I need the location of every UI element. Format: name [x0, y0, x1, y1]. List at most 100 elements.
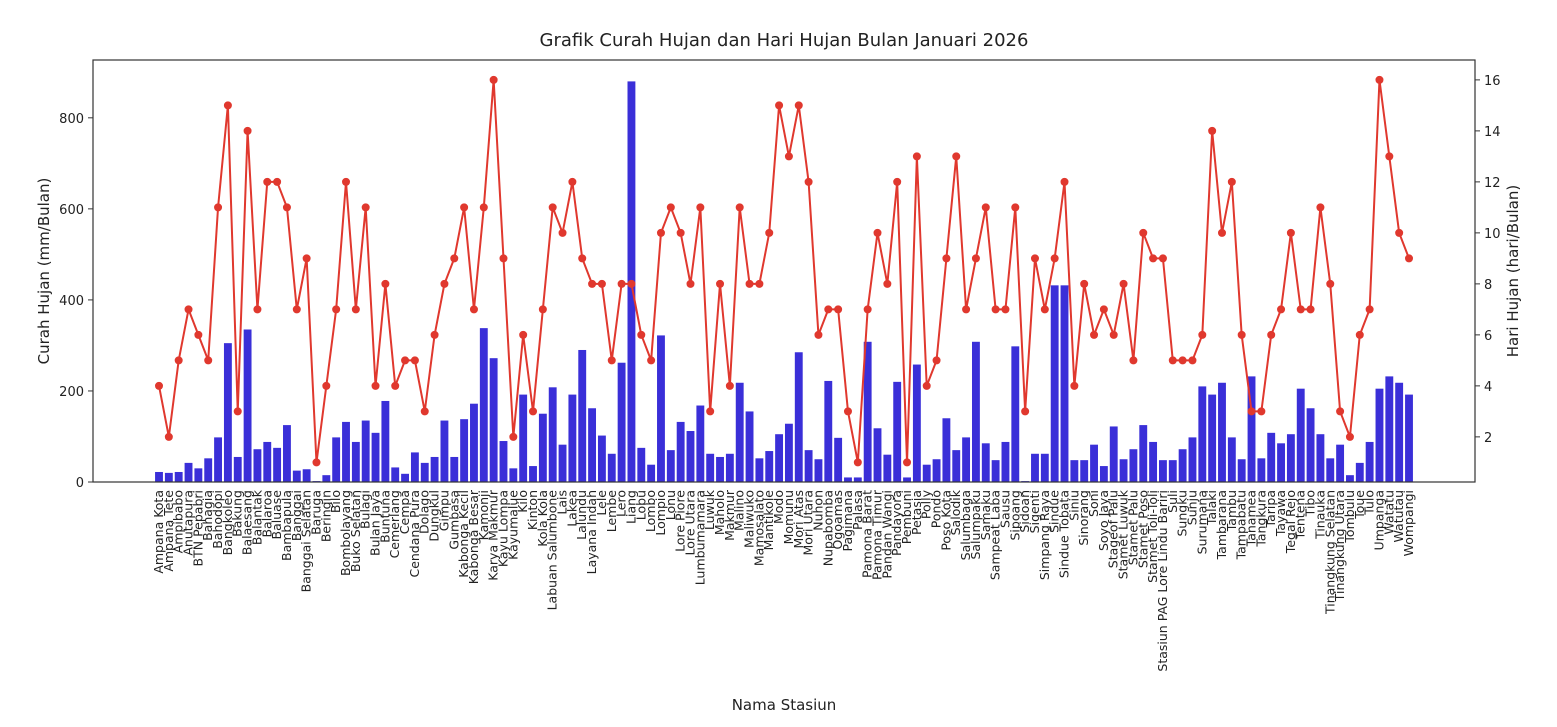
bar: [1188, 437, 1197, 482]
line-point: [745, 279, 754, 288]
x-tick-label: Siniu: [1066, 490, 1081, 521]
bar: [1159, 460, 1167, 482]
line-point: [1257, 407, 1266, 416]
bar: [214, 437, 222, 482]
x-tick-label: Tegal Rejo: [1283, 490, 1298, 554]
y2-tick-label: 14: [1484, 125, 1501, 140]
bar: [735, 382, 744, 482]
line-point: [568, 177, 577, 186]
line-point: [223, 101, 232, 110]
y-tick-label: 600: [59, 203, 84, 218]
bar: [450, 456, 459, 482]
x-tick-label: Salodik: [948, 489, 963, 535]
bar: [873, 428, 882, 482]
line-point: [794, 101, 803, 110]
x-tick-label: Tinangkung Selatan: [1322, 490, 1337, 615]
bar: [1129, 449, 1138, 482]
line-point: [1178, 356, 1187, 365]
y-tick-label: 200: [59, 385, 84, 400]
bar: [499, 441, 508, 482]
bar: [361, 420, 370, 482]
bar: [597, 435, 606, 482]
line-point: [637, 330, 646, 339]
x-tick-label: Pamona Timur: [870, 489, 885, 580]
x-tick-label: Layana Indah: [584, 490, 599, 574]
line-point: [479, 203, 488, 212]
x-tick-label: Kinton: [525, 490, 540, 530]
bar: [1326, 458, 1335, 482]
x-tick-label: Buntuna: [377, 490, 392, 543]
bar: [460, 419, 469, 482]
x-tick-label: Tentena: [1293, 490, 1308, 540]
x-tick-label: Stamet Toli-Toli: [1145, 490, 1160, 583]
bar: [529, 466, 537, 482]
bar: [174, 471, 183, 482]
y2-tick-label: 12: [1484, 176, 1501, 191]
bar: [381, 400, 390, 482]
bar: [233, 456, 242, 482]
bar: [784, 423, 793, 482]
bar: [194, 468, 203, 482]
x-tick-label: Pamona Barat: [860, 490, 875, 578]
y2-axis-label: Hari Hujan (hari/Bulan): [1504, 185, 1522, 357]
bar: [952, 450, 961, 482]
x-tick-label: Mori Atas: [791, 490, 806, 548]
line-point: [204, 356, 213, 365]
x-tick-label: Tayawa: [1273, 490, 1288, 537]
line-point: [617, 279, 626, 288]
line-point: [814, 330, 823, 339]
x-tick-label: Sampeat Laba: [988, 490, 1003, 580]
x-tick-label: Tibo: [1303, 490, 1318, 517]
x-tick-label: Banggai Selatan: [299, 490, 314, 592]
line-point: [725, 381, 734, 390]
line-point: [873, 228, 882, 237]
line-point: [1405, 254, 1413, 263]
line-point: [1188, 356, 1197, 365]
bar: [1237, 459, 1246, 482]
x-tick-label: Lumbumamara: [692, 490, 707, 585]
bar: [696, 405, 705, 482]
x-tick-label: Tampabatu: [1234, 490, 1249, 560]
line-point: [499, 254, 508, 263]
line-point: [1040, 305, 1049, 314]
x-tick-label: Bambapula: [279, 490, 294, 561]
y2-tick-label: 2: [1484, 431, 1492, 446]
x-tick-label: Kilo: [515, 490, 530, 513]
line-point: [932, 356, 941, 365]
bar: [676, 421, 685, 482]
line-point: [883, 279, 892, 288]
bar: [184, 462, 193, 482]
y2-tick-label: 8: [1484, 278, 1492, 293]
bar: [253, 449, 262, 482]
line-point: [1168, 356, 1177, 365]
x-tick-label: Sindue: [1047, 490, 1062, 533]
x-tick-label: Pagimana: [840, 490, 855, 551]
y2-tick-label: 6: [1484, 329, 1492, 344]
x-tick-label: Salumbaga: [958, 490, 973, 560]
x-tick-label: Modo: [771, 490, 786, 524]
x-axis-label: Nama Stasiun: [732, 696, 837, 714]
line-point: [292, 305, 301, 314]
line-point: [332, 305, 341, 314]
line-point: [666, 203, 675, 212]
line-point: [656, 228, 665, 237]
line-point: [1050, 254, 1059, 263]
line-point: [676, 228, 685, 237]
bar: [1346, 475, 1354, 482]
bar: [1060, 285, 1069, 482]
x-tick-label: Sipoang: [1007, 490, 1022, 541]
line-point: [450, 254, 459, 263]
x-tick-label: Momunu: [781, 490, 796, 544]
bar: [647, 464, 656, 482]
line-point: [1030, 254, 1039, 263]
bar: [283, 425, 291, 482]
line-point: [440, 279, 449, 288]
line-point: [1385, 152, 1394, 161]
line-point: [1395, 228, 1404, 237]
bar: [844, 477, 852, 482]
line-point: [430, 330, 439, 339]
line-point: [588, 279, 597, 288]
x-tick-label: Stageof Palu: [1106, 490, 1121, 568]
x-tick-label: Cendana Pura: [407, 490, 422, 578]
